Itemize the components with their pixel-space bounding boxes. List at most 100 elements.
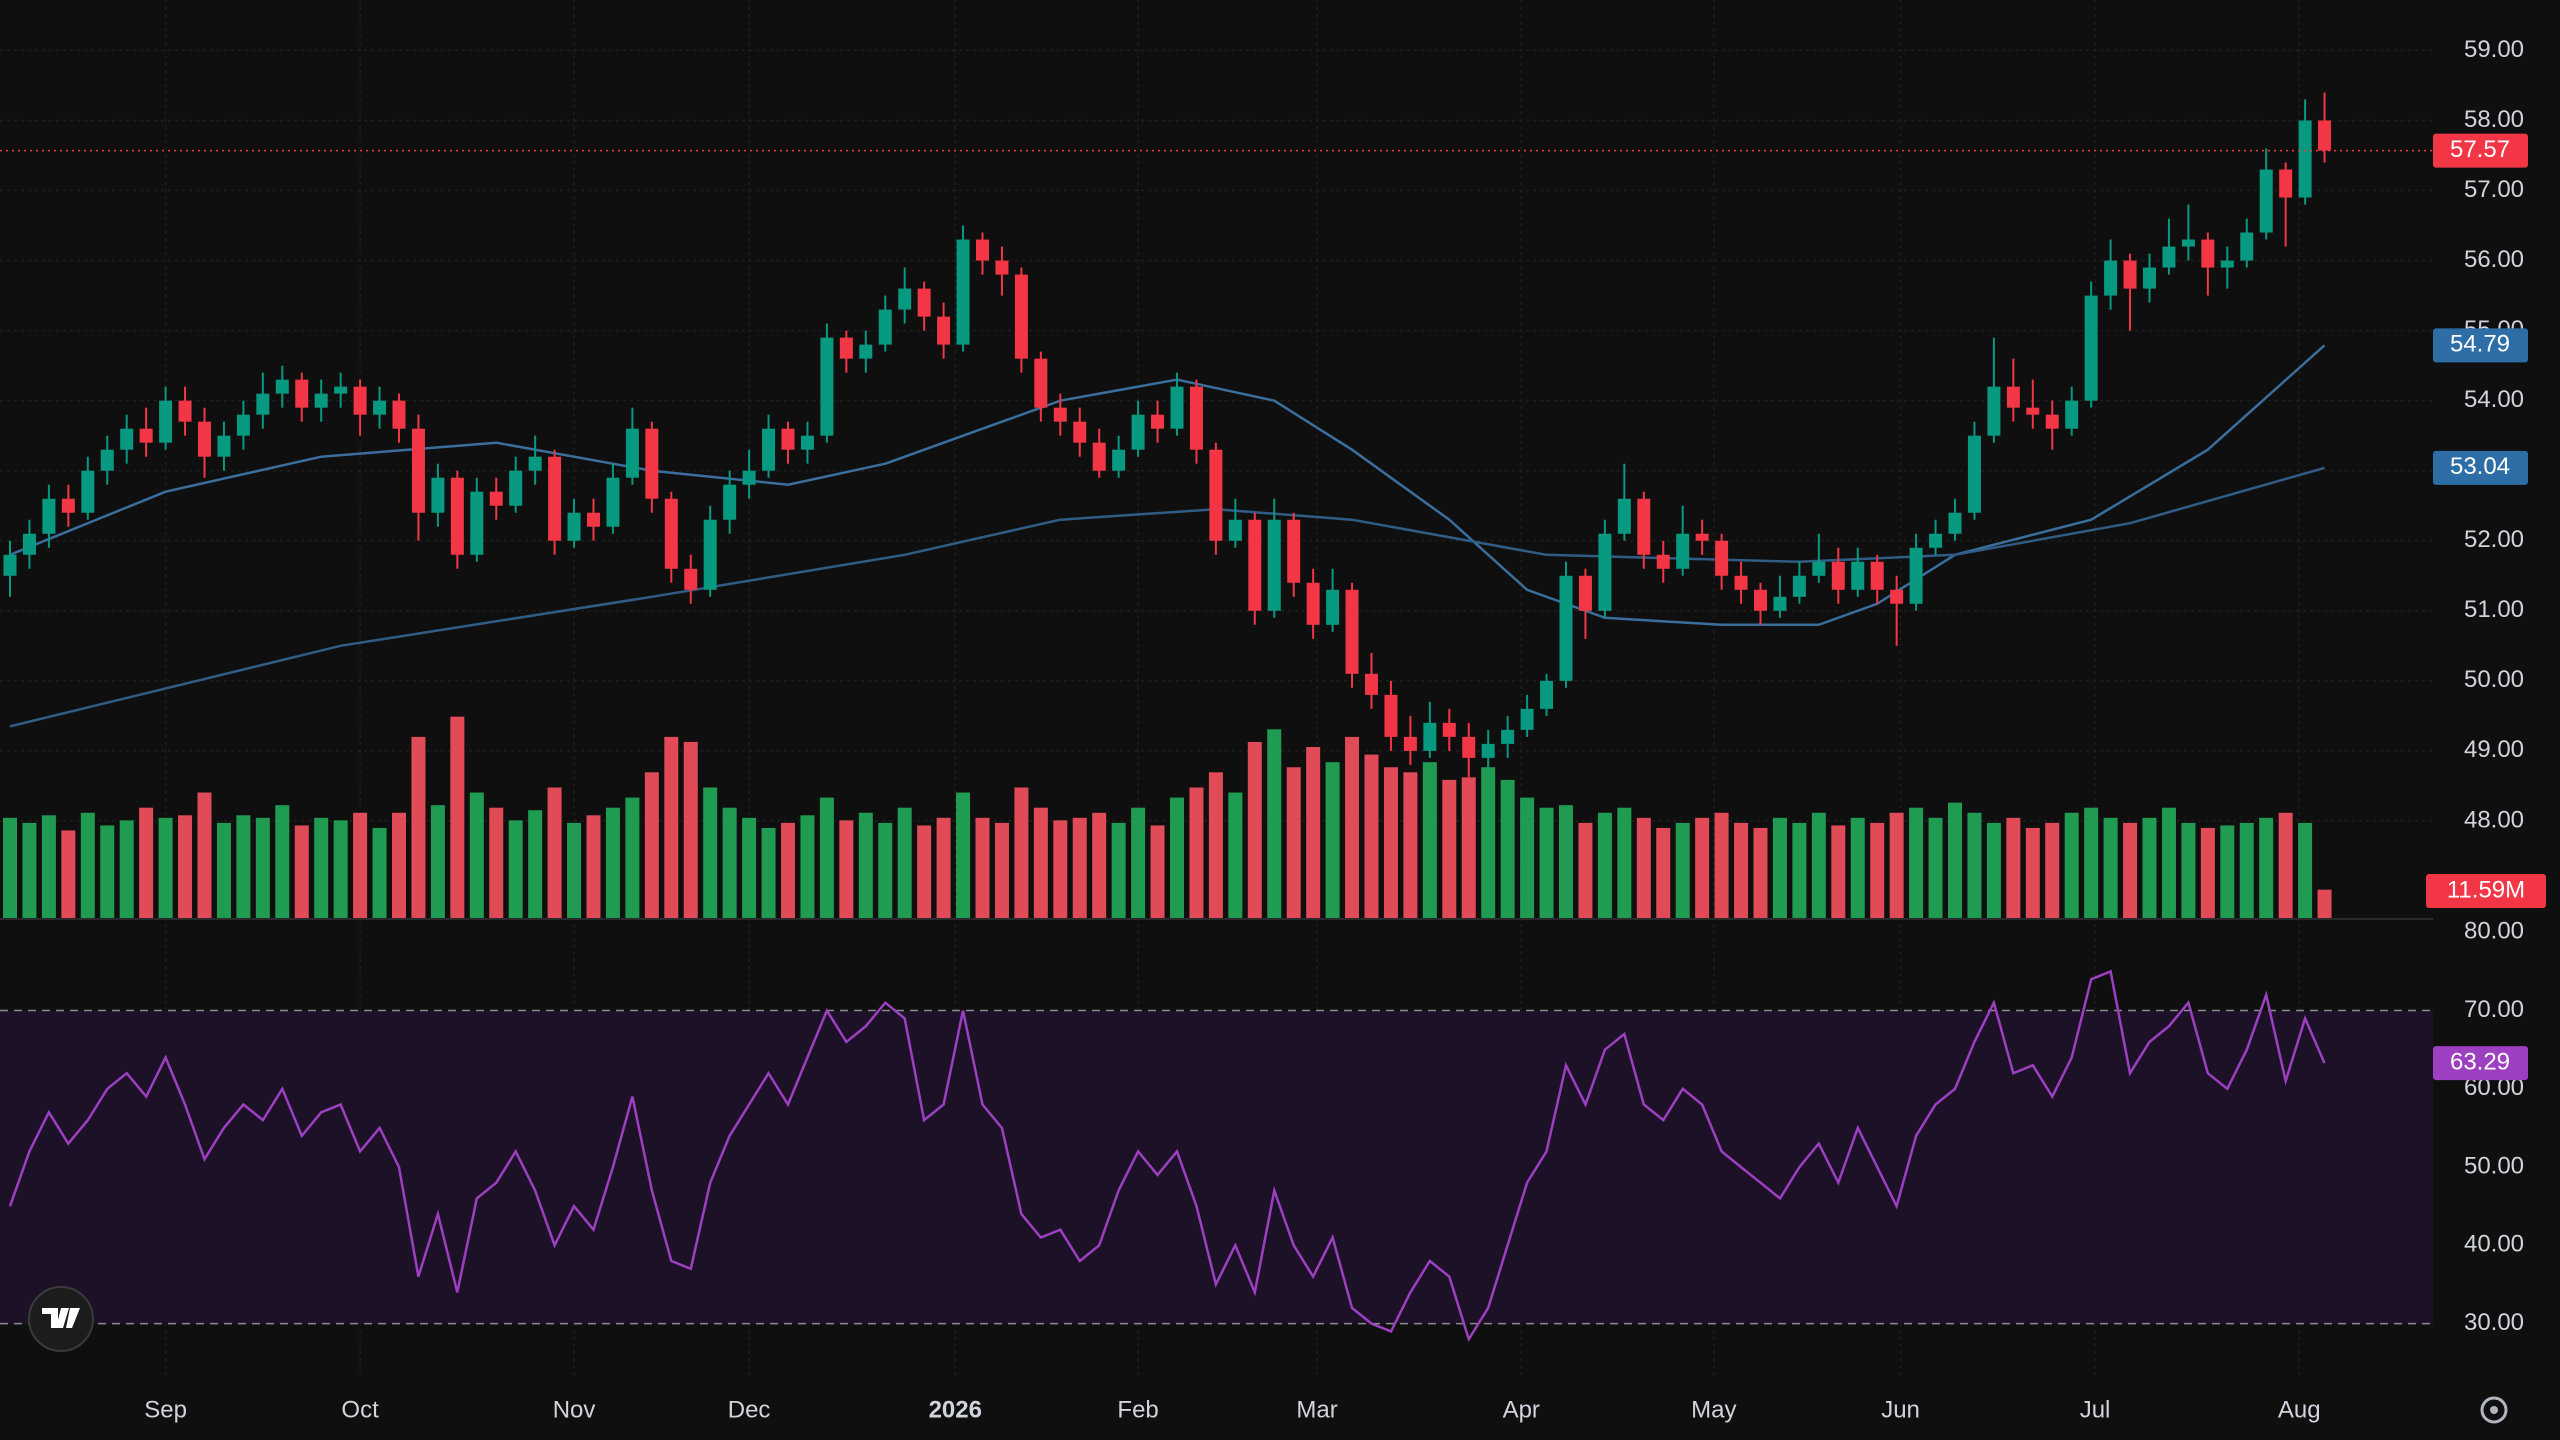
volume-bar [80, 812, 95, 919]
volume-bar [683, 741, 698, 919]
y-tick-label: 80.00 [2464, 918, 2524, 945]
volume-bar [197, 792, 212, 919]
volume-bar [858, 812, 873, 919]
volume-bar [2045, 822, 2060, 919]
volume-bar [742, 817, 757, 919]
y-tick-label: 58.00 [2464, 106, 2524, 133]
volume-bar [508, 820, 523, 919]
candle-body [1189, 386, 1203, 450]
candle-body [139, 428, 153, 443]
candle-body [1073, 421, 1087, 443]
candle-body [1326, 589, 1340, 625]
candle-body [723, 484, 737, 520]
candle-body [1812, 561, 1826, 576]
rsi-pane [0, 969, 2433, 1343]
volume-bar [275, 805, 290, 919]
volume-bar [61, 830, 76, 919]
volume-bar [567, 822, 582, 919]
rsi-band [0, 1010, 2433, 1324]
candle-body [1228, 519, 1242, 541]
volume-bar [1850, 817, 1865, 919]
volume-bar [1772, 817, 1787, 919]
candle-body [1014, 274, 1028, 359]
candle-body [1151, 414, 1165, 429]
candle-body [1501, 729, 1515, 744]
rsi-line [8, 969, 2326, 1343]
volume-bar [1967, 812, 1982, 919]
volume-bar [819, 797, 834, 919]
candle-body [800, 435, 814, 450]
volume-bar [586, 815, 601, 919]
candle-body [314, 393, 328, 408]
candle-body [839, 337, 853, 359]
volume-bar [975, 817, 990, 919]
volume-bar [1734, 822, 1749, 919]
volume-label-box [2426, 874, 2546, 908]
y-tick-label: 70.00 [2464, 996, 2524, 1023]
candle-body [2240, 232, 2254, 261]
candle-body [606, 477, 620, 527]
volume-bar [644, 772, 659, 919]
candle-body [1948, 512, 1962, 534]
rsi-label-box [2433, 1046, 2528, 1081]
volume-bar [178, 815, 193, 919]
candle-body [1170, 386, 1184, 429]
candle-body [820, 337, 834, 436]
candle-body [256, 393, 270, 415]
y-tick-label: 51.00 [2464, 596, 2524, 623]
candle-body [1112, 449, 1126, 471]
volume-bar [1325, 762, 1340, 919]
x-tick-label: Apr [1503, 1396, 1540, 1423]
volume-bar [1617, 807, 1632, 919]
candle-body [2084, 295, 2098, 401]
candle-body [392, 400, 406, 429]
candle-body [1365, 673, 1378, 695]
candle-body [2181, 239, 2195, 247]
candle-body [450, 477, 464, 555]
candle-body [1287, 519, 1301, 583]
candle-body [762, 428, 776, 471]
volume-bar [625, 797, 640, 919]
volume-bar [1286, 767, 1301, 919]
volume-bar [2278, 812, 2293, 919]
candle-body [1462, 736, 1476, 758]
volume-bar [22, 822, 37, 919]
volume-bar [314, 817, 329, 919]
y-tick-label: 54.00 [2464, 386, 2524, 413]
volume-bar [1208, 772, 1223, 919]
candle-body [548, 456, 562, 541]
candle-body [2026, 407, 2040, 415]
logo-mark [42, 1308, 80, 1328]
candle-body [1034, 358, 1048, 408]
volume-bar [703, 787, 718, 919]
candle-body [1520, 708, 1534, 730]
candle-body [2045, 414, 2059, 429]
volume-bar [1150, 825, 1165, 919]
volume-bar [1539, 807, 1554, 919]
candle-body [1676, 533, 1690, 569]
ma-label-box [2433, 328, 2528, 363]
volume-bar [1636, 817, 1651, 919]
candle-body [2201, 239, 2215, 268]
candle-body [159, 400, 173, 443]
volume-bar [100, 825, 115, 919]
volume-bar [41, 815, 56, 919]
volume-bar [333, 820, 348, 919]
candle-body [81, 470, 95, 513]
volume-bar [2298, 822, 2313, 919]
candle-body [664, 498, 678, 569]
volume-bar [2220, 825, 2235, 919]
volume-bar [216, 822, 231, 919]
y-tick-label: 57.00 [2464, 176, 2524, 203]
volume-bar [1753, 827, 1768, 919]
volume-bar [430, 805, 445, 919]
candle-body [2006, 386, 2020, 408]
volume-bar [1053, 820, 1068, 919]
volume-bar [917, 825, 932, 919]
candle-body [1092, 442, 1106, 471]
logo[interactable] [28, 1286, 94, 1352]
x-tick-label: Sep [144, 1396, 187, 1423]
candle-body [2220, 260, 2234, 268]
volume-bar [605, 807, 620, 919]
settings-button[interactable] [2480, 1396, 2508, 1424]
